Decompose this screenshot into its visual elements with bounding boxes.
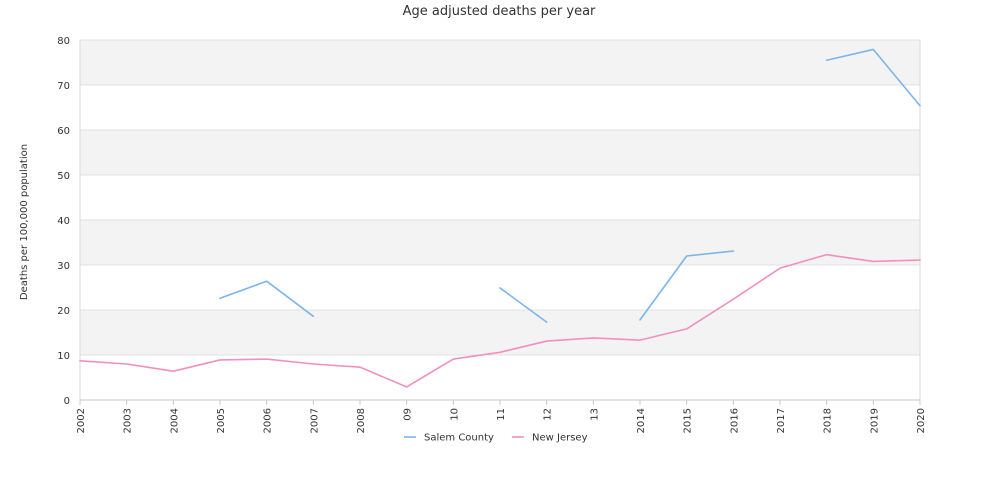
legend-item-label[interactable]: Salem County [424, 433, 494, 444]
plot-band [80, 40, 920, 85]
x-tick-label: 12 [543, 408, 554, 421]
plot-band [80, 130, 920, 175]
y-tick-label: 30 [57, 261, 70, 272]
y-tick-label: 80 [57, 36, 70, 47]
series-line-segment [79, 253, 921, 388]
series-layer [79, 48, 921, 388]
x-tick-label: 11 [496, 408, 507, 421]
legend-item-label[interactable]: New Jersey [532, 433, 588, 444]
y-tick-label: 20 [57, 306, 70, 317]
plot-band [80, 355, 920, 400]
plot-band [80, 220, 920, 265]
plot-band [80, 310, 920, 355]
x-tick-label: 2003 [123, 408, 134, 433]
y-tick-label: 0 [64, 396, 70, 407]
x-tick-label: 2004 [169, 408, 180, 433]
x-tick-label: 2019 [869, 408, 880, 433]
x-tick-label: 2015 [683, 408, 694, 433]
x-tick-label: 2005 [216, 408, 227, 433]
x-tick-label: 2008 [356, 408, 367, 433]
series-line-segment [639, 250, 735, 321]
plot-bands [80, 40, 920, 400]
y-tick-label: 60 [57, 126, 70, 137]
x-tick-label: 10 [449, 408, 460, 421]
x-tick-label: 2018 [823, 408, 834, 433]
x-tick-label: 2007 [309, 408, 320, 433]
x-tick-label: 2017 [776, 408, 787, 433]
series-line-segment [219, 280, 315, 318]
x-tick-label: 2020 [916, 408, 927, 433]
x-tick-label: 13 [589, 408, 600, 421]
series-line-segment [825, 48, 921, 107]
y-tick-label: 70 [57, 81, 70, 92]
legend: Salem County New Jersey [404, 433, 588, 444]
plot-band [80, 85, 920, 130]
y-tick-label: 10 [57, 351, 70, 362]
y-tick-label: 40 [57, 216, 70, 227]
x-tick-label: 2016 [729, 408, 740, 433]
plot-band [80, 175, 920, 220]
series-line-segment [499, 287, 548, 323]
series-1 [79, 253, 921, 388]
x-tick-label: 2006 [263, 408, 274, 433]
x-axis-ticks: 2002 2003 2004 2005 2006 2007 2008 09 10 11 12 13 20… [76, 400, 927, 433]
y-tick-label: 50 [57, 171, 70, 182]
x-tick-label: 09 [403, 408, 414, 421]
y-axis-label: Deaths per 100,000 population [19, 144, 30, 300]
x-tick-label: 2002 [76, 408, 87, 433]
series-0 [219, 48, 921, 323]
y-axis-ticks: 0 10 20 30 40 50 60 70 80 [57, 36, 70, 407]
chart-title: Age adjusted deaths per year [403, 4, 596, 19]
x-tick-label: 2014 [636, 408, 647, 433]
